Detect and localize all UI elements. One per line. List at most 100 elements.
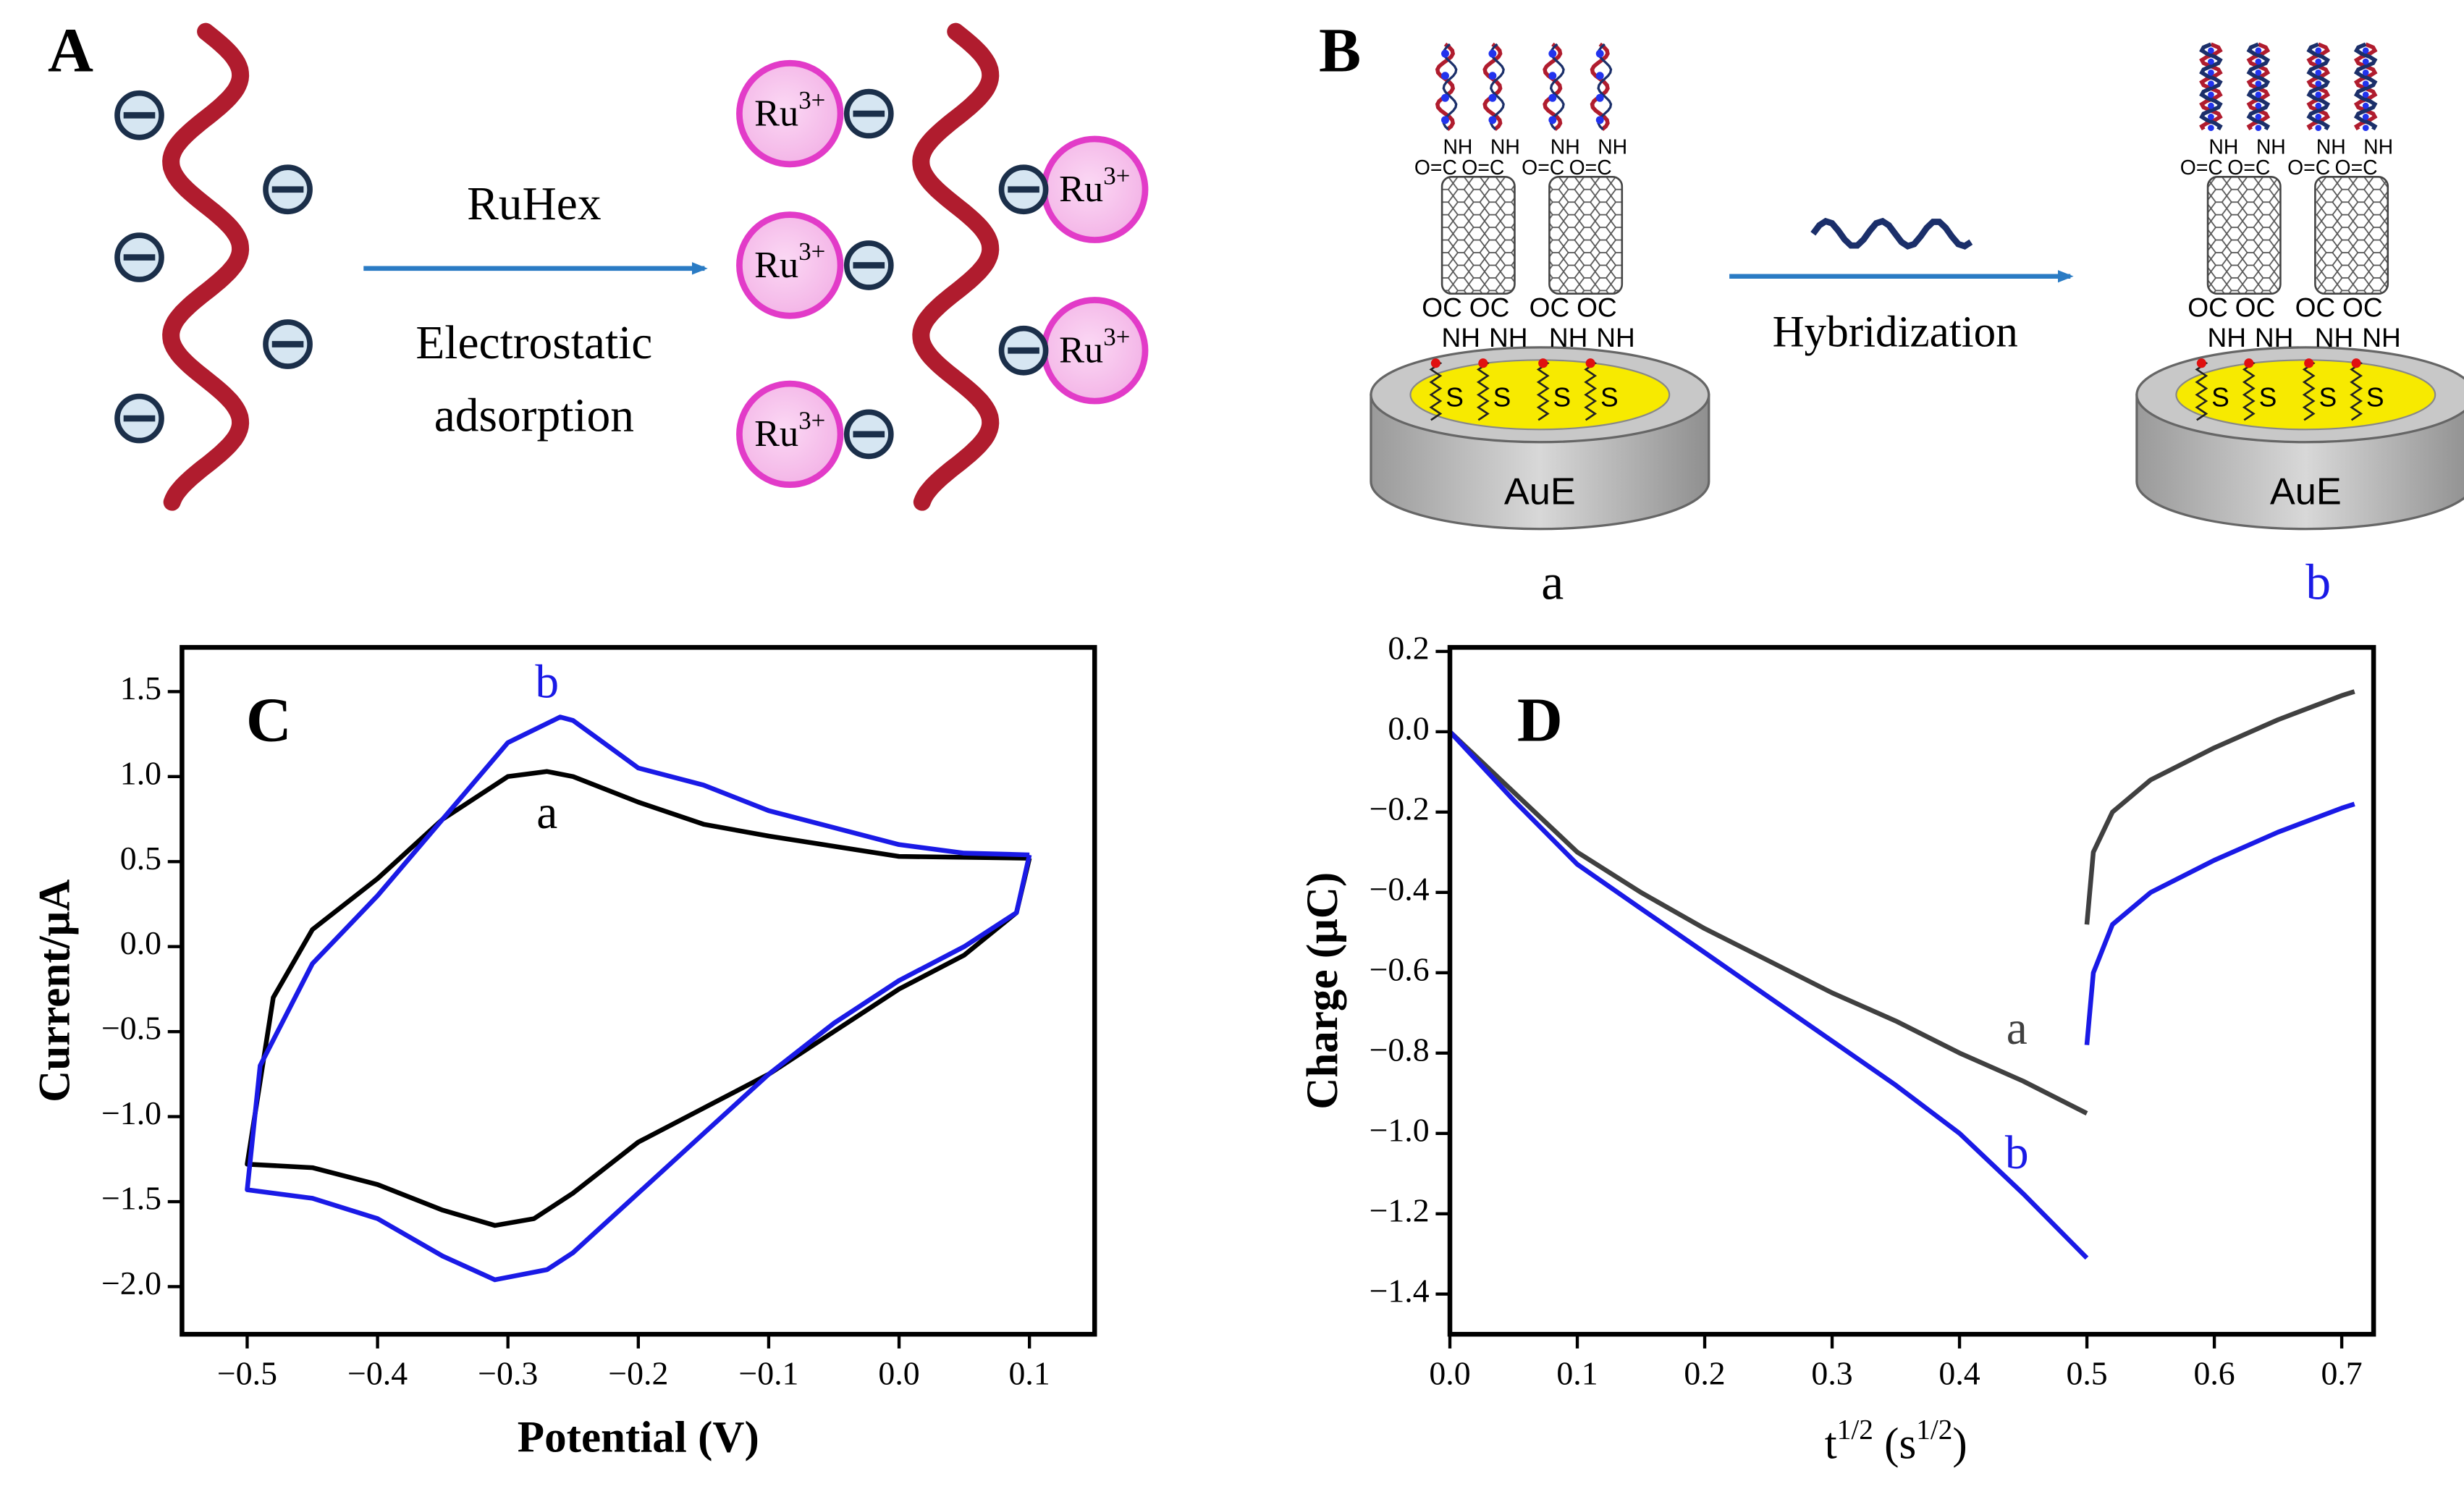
group-label: OC — [2235, 292, 2276, 322]
group-label: OC — [1577, 292, 1617, 322]
data-line — [245, 769, 1032, 1228]
group-label: NH — [2255, 322, 2294, 353]
base — [1441, 116, 1449, 125]
group-label: NH — [2316, 136, 2346, 159]
group-label: OC — [1469, 292, 1510, 322]
terminal-group — [1585, 358, 1595, 368]
nanotube — [2314, 176, 2389, 295]
base — [2362, 102, 2369, 109]
group-label: NH — [2256, 136, 2286, 159]
y-tick-label: 0.0 — [1388, 709, 1429, 746]
x-tick-label: −0.4 — [347, 1355, 408, 1392]
double-strand — [2246, 42, 2271, 131]
base — [2208, 102, 2214, 109]
base — [1595, 72, 1604, 80]
base — [1548, 49, 1557, 58]
label-part: ) — [1952, 1420, 1967, 1468]
base — [2255, 114, 2262, 120]
group-label: NH — [2362, 322, 2401, 353]
y-tick-label: −0.2 — [1370, 790, 1430, 827]
thiol-label: S — [2319, 382, 2337, 413]
x-tick-label: 0.0 — [1429, 1355, 1470, 1392]
arrow-label: RuHex — [467, 178, 601, 230]
x-tick-label: −0.3 — [478, 1355, 538, 1392]
base — [2315, 114, 2322, 120]
panel-label: A — [48, 15, 93, 85]
base — [1441, 72, 1449, 80]
y-tick-label: 0.2 — [1388, 629, 1429, 666]
group-label: O=C — [2287, 156, 2330, 180]
double-strand — [2246, 42, 2271, 131]
panel-label: C — [246, 684, 292, 754]
ion-symbol: Ru — [754, 92, 798, 134]
group-label: OC — [2295, 292, 2336, 322]
base — [2208, 125, 2214, 132]
thiol-chain — [1584, 359, 1598, 421]
terminal-group — [2304, 358, 2314, 368]
base — [1548, 93, 1557, 102]
x-tick-label: 0.0 — [878, 1355, 919, 1392]
superscript: 1/2 — [1916, 1414, 1952, 1445]
y-tick-label: −0.5 — [101, 1010, 161, 1047]
base — [1488, 116, 1497, 125]
dna-strand — [912, 22, 1000, 511]
base — [2255, 91, 2262, 98]
base — [2315, 47, 2322, 54]
base — [1548, 72, 1557, 80]
probe-strand — [1597, 43, 1613, 130]
x-axis-label: t1/2 (s1/2) — [1825, 1414, 1967, 1468]
group-label: OC — [2342, 292, 2383, 322]
base — [1548, 116, 1557, 125]
data-line — [1448, 689, 2355, 1115]
thiol-label: S — [1553, 382, 1571, 413]
y-axis-label: Current/μA — [30, 880, 79, 1102]
double-strand — [2199, 42, 2223, 131]
base — [2255, 58, 2262, 65]
base — [2208, 91, 2214, 98]
base — [2362, 114, 2369, 120]
double-strand — [2306, 42, 2331, 131]
base — [1488, 93, 1497, 102]
ion-label: Ru3+ — [1059, 323, 1130, 371]
plot-frame — [180, 645, 1097, 1337]
ion — [736, 211, 844, 319]
group-label: O=C — [1414, 156, 1457, 180]
group-label: O=C — [2335, 156, 2378, 180]
thiol-chain — [2242, 359, 2256, 421]
label-part: (s — [1873, 1420, 1916, 1468]
target-dna — [1810, 217, 1973, 250]
base — [1441, 49, 1449, 58]
arrow-label: Hybridization — [1773, 308, 2018, 357]
x-tick-label: −0.5 — [217, 1355, 277, 1392]
y-tick-label: −1.5 — [101, 1180, 161, 1217]
base — [2362, 69, 2369, 76]
electrode-label: AuE — [2270, 471, 2342, 513]
thiol-chain — [1429, 359, 1443, 421]
terminal-group — [2351, 358, 2361, 368]
base — [1595, 116, 1604, 125]
thiol-chain — [2195, 359, 2208, 421]
base — [2315, 102, 2322, 109]
base — [2362, 91, 2369, 98]
thiol-label: S — [1600, 382, 1619, 413]
ion-symbol: Ru — [754, 244, 798, 286]
group-label: NH — [2315, 322, 2354, 353]
label-part: t — [1825, 1420, 1837, 1468]
group-label: O=C — [1569, 156, 1612, 180]
thiol-chain — [2350, 359, 2363, 421]
probe-strand — [1549, 43, 1565, 130]
ion-charge: 3+ — [798, 86, 825, 114]
ion-charge: 3+ — [1103, 162, 1130, 190]
group-label: NH — [1443, 136, 1472, 159]
y-axis-label: Charge (μC) — [1299, 872, 1347, 1110]
series-label: a — [2007, 1003, 2028, 1055]
x-tick-label: 0.1 — [1556, 1355, 1598, 1392]
ion-charge: 3+ — [798, 407, 825, 435]
y-tick-label: 1.5 — [120, 670, 161, 706]
terminal-group — [2196, 358, 2206, 368]
thiol-label: S — [2211, 382, 2229, 413]
thiol-chain — [2302, 359, 2316, 421]
series-label: a — [536, 787, 557, 839]
y-tick-label: 0.5 — [120, 840, 161, 877]
probe-strand — [1442, 43, 1458, 130]
